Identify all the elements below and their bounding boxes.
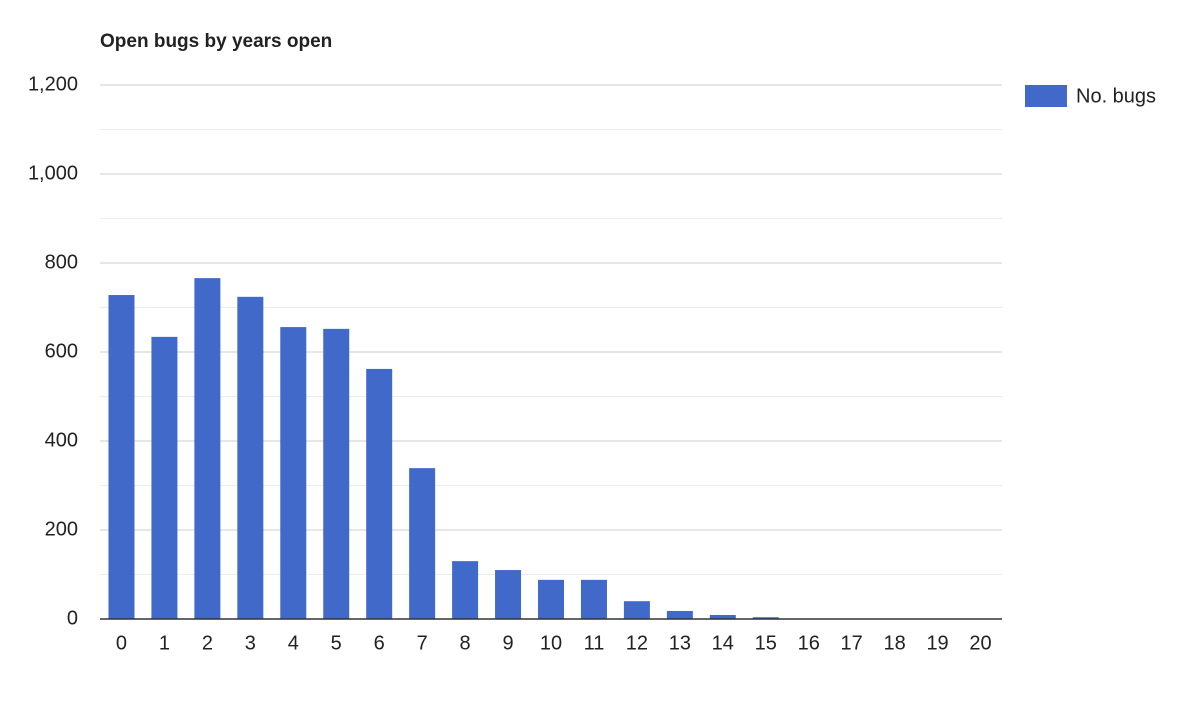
x-tick-label: 3 <box>245 632 256 654</box>
x-tick-label: 5 <box>331 632 342 654</box>
y-tick-label: 600 <box>45 340 78 362</box>
x-tick-label: 6 <box>374 632 385 654</box>
x-tick-label: 17 <box>841 632 863 654</box>
bar <box>580 579 607 619</box>
bar <box>409 468 436 619</box>
bar <box>280 327 307 619</box>
x-tick-label: 18 <box>883 632 905 654</box>
x-tick-label: 10 <box>540 632 562 654</box>
bar <box>108 295 135 619</box>
bar <box>452 561 479 619</box>
y-tick-label: 1,200 <box>28 73 78 95</box>
legend-label: No. bugs <box>1076 85 1156 107</box>
y-tick-label: 400 <box>45 429 78 451</box>
x-tick-label: 0 <box>116 632 127 654</box>
x-tick-label: 19 <box>926 632 948 654</box>
x-tick-label: 9 <box>502 632 513 654</box>
bar <box>151 336 178 619</box>
x-tick-label: 15 <box>755 632 777 654</box>
x-tick-label: 4 <box>288 632 299 654</box>
bar <box>323 328 350 619</box>
bar <box>194 278 221 619</box>
chart-title: Open bugs by years open <box>100 31 332 52</box>
legend-swatch <box>1025 85 1067 107</box>
x-tick-label: 14 <box>712 632 734 654</box>
y-tick-label: 800 <box>45 251 78 273</box>
bar <box>709 614 736 619</box>
x-tick-label: 8 <box>460 632 471 654</box>
y-tick-label: 0 <box>67 607 78 629</box>
bar <box>538 579 564 619</box>
x-tick-label: 20 <box>969 632 991 654</box>
bar <box>666 610 693 619</box>
bar <box>752 617 779 619</box>
x-tick-label: 13 <box>669 632 691 654</box>
bar <box>495 570 522 619</box>
x-tick-label: 12 <box>626 632 648 654</box>
bar <box>623 601 650 619</box>
y-tick-label: 1,000 <box>28 162 78 184</box>
x-tick-label: 7 <box>417 632 428 654</box>
bar <box>366 368 393 619</box>
x-tick-label: 1 <box>159 632 170 654</box>
x-tick-label: 2 <box>202 632 213 654</box>
x-tick-label: 11 <box>584 632 605 654</box>
x-tick-label: 16 <box>798 632 820 654</box>
y-tick-label: 200 <box>45 518 78 540</box>
bar <box>237 296 264 619</box>
